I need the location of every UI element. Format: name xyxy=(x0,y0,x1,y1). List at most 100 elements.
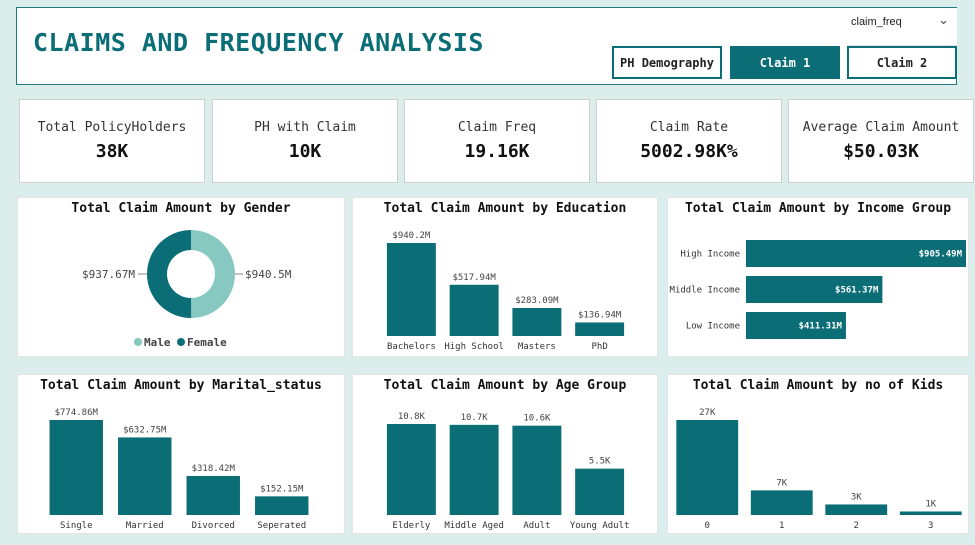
marital-bar-svg: $774.86M Single $632.75M Married $318.42M Div… xyxy=(49,408,309,531)
legend-label-female[interactable]: Female xyxy=(187,336,227,349)
kpi-value: 38K xyxy=(95,141,129,162)
tick-label: High School xyxy=(444,342,504,352)
tick-label: Seperated xyxy=(257,521,306,531)
bar-low-income[interactable] xyxy=(746,312,846,339)
tick-label: Elderly xyxy=(392,521,431,531)
data-label: 7K xyxy=(776,478,787,488)
chart-title: Total Claim Amount by Marital_status xyxy=(40,378,322,393)
data-label-female: $940.5M xyxy=(245,268,292,281)
legend-label-male[interactable]: Male xyxy=(144,336,171,349)
measure-dropdown[interactable]: claim_freq ⌄ xyxy=(847,8,957,46)
data-label: $774.86M xyxy=(55,408,99,418)
data-label: 5.5K xyxy=(589,457,611,467)
data-label: $318.42M xyxy=(192,464,236,474)
gender-donut-svg: $937.67M $940.5M Male Female xyxy=(82,230,292,349)
chart-title: Total Claim Amount by Gender xyxy=(71,201,291,216)
data-label: 10.8K xyxy=(398,412,426,422)
tick-label: Young Adult xyxy=(570,521,630,531)
nav-button-ph-demography[interactable]: PH Demography xyxy=(612,46,722,79)
chart-title: Total Claim Amount by Income Group xyxy=(684,201,952,216)
chart-claim-by-marital-status: Total Claim Amount by Marital_status $77… xyxy=(17,374,345,534)
chevron-down-icon[interactable]: ⌄ xyxy=(938,12,949,27)
donut-slice-female[interactable] xyxy=(147,230,192,318)
data-label-male: $937.67M xyxy=(82,268,135,281)
chart-claim-by-gender: Total Claim Amount by Gender $937.67M $9… xyxy=(17,197,345,357)
nav-button-claim-2[interactable]: Claim 2 xyxy=(847,46,957,79)
tick-label: 2 xyxy=(854,521,859,531)
dropdown-value: claim_freq xyxy=(851,16,902,28)
tick-label: Masters xyxy=(518,342,556,352)
data-label: 27K xyxy=(699,408,716,418)
tick-label: 0 xyxy=(705,521,710,531)
chart-claim-by-education: Total Claim Amount by Education $940.2M B… xyxy=(352,197,658,357)
education-bar-svg: $940.2M Bachelors $517.94M High School $283.… xyxy=(386,231,625,352)
bar-bachelors[interactable] xyxy=(386,243,436,336)
tick-label: Married xyxy=(126,521,164,531)
tick-label: Middle Income xyxy=(670,286,740,296)
donut-slice-male[interactable] xyxy=(191,230,235,318)
tick-label: Adult xyxy=(523,521,550,531)
data-label: $411.31M xyxy=(799,322,843,332)
bar-middle-aged[interactable] xyxy=(449,424,499,515)
bar-2[interactable] xyxy=(825,504,888,515)
tick-label: Bachelors xyxy=(387,342,436,352)
bar-middle-income[interactable] xyxy=(746,276,883,303)
chart-claim-by-kids: Total Claim Amount by no of Kids 27K 0 7K 1… xyxy=(667,374,969,534)
bar-0[interactable] xyxy=(676,420,739,515)
income-bar-svg: $905.49M High Income $561.37M Middle Income… xyxy=(670,240,966,339)
data-label: $905.49M xyxy=(919,250,963,260)
kpi-value: 5002.98K% xyxy=(640,141,738,162)
kids-bar-svg: 27K 0 7K 1 3K 2 1K 3 xyxy=(676,408,962,531)
kpi-card-claim-freq: Claim Freq 19.16K xyxy=(404,99,590,183)
bar-adult[interactable] xyxy=(512,425,562,515)
tick-label: Divorced xyxy=(192,521,235,531)
bar-seperated[interactable] xyxy=(255,496,309,515)
bar-high-school[interactable] xyxy=(449,284,499,336)
bar-3[interactable] xyxy=(899,511,962,515)
header-panel: CLAIMS AND FREQUENCY ANALYSIS claim_freq… xyxy=(16,7,957,85)
bar-married[interactable] xyxy=(118,437,172,515)
kpi-label: Claim Freq xyxy=(457,120,537,135)
chart-title: Total Claim Amount by Age Group xyxy=(383,378,627,393)
data-label: $561.37M xyxy=(835,286,879,296)
data-label: $136.94M xyxy=(578,310,622,320)
kpi-card-ph-with-claim: PH with Claim 10K xyxy=(212,99,398,183)
chart-title: Total Claim Amount by no of Kids xyxy=(692,378,944,393)
bar-single[interactable] xyxy=(49,420,103,515)
data-label: $940.2M xyxy=(392,231,431,241)
page-title: CLAIMS AND FREQUENCY ANALYSIS xyxy=(33,28,484,57)
tick-label: PhD xyxy=(591,342,607,352)
bar-elderly[interactable] xyxy=(386,424,436,515)
age-group-bar-svg: 10.8K Elderly 10.7K Middle Aged 10.6K Adult 5.… xyxy=(386,412,630,531)
chart-claim-by-age-group: Total Claim Amount by Age Group 10.8K Eld… xyxy=(352,374,658,534)
data-label: $283.09M xyxy=(515,296,559,306)
kpi-label: PH with Claim xyxy=(254,120,356,135)
kpi-value: 19.16K xyxy=(464,141,530,162)
tick-label: Low Income xyxy=(686,322,740,332)
data-label: 3K xyxy=(851,492,862,502)
bar-high-income[interactable] xyxy=(746,240,966,267)
kpi-label: Average Claim Amount xyxy=(802,120,960,135)
nav-button-claim-1[interactable]: Claim 1 xyxy=(730,46,840,79)
tick-label: High Income xyxy=(680,250,740,260)
kpi-card-claim-rate: Claim Rate 5002.98K% xyxy=(596,99,782,183)
data-label: 1K xyxy=(925,499,936,509)
kpi-label: Total PolicyHolders xyxy=(37,120,187,135)
tick-label: 3 xyxy=(928,521,933,531)
data-label: $517.94M xyxy=(452,273,496,283)
data-label: $152.15M xyxy=(260,484,304,494)
legend-swatch-male xyxy=(134,338,142,346)
bar-masters[interactable] xyxy=(512,307,562,336)
chart-claim-by-income: Total Claim Amount by Income Group $905.… xyxy=(667,197,969,357)
data-label: 10.7K xyxy=(461,413,489,423)
kpi-label: Claim Rate xyxy=(649,120,729,135)
bar-phd[interactable] xyxy=(575,322,625,336)
data-label: $632.75M xyxy=(123,425,167,435)
bar-1[interactable] xyxy=(750,490,813,515)
kpi-value: $50.03K xyxy=(843,141,919,162)
bar-divorced[interactable] xyxy=(186,475,240,515)
legend-swatch-female xyxy=(177,338,185,346)
bar-young-adult[interactable] xyxy=(575,468,625,515)
kpi-card-average-claim-amount: Average Claim Amount $50.03K xyxy=(788,99,974,183)
tick-label: 1 xyxy=(779,521,784,531)
